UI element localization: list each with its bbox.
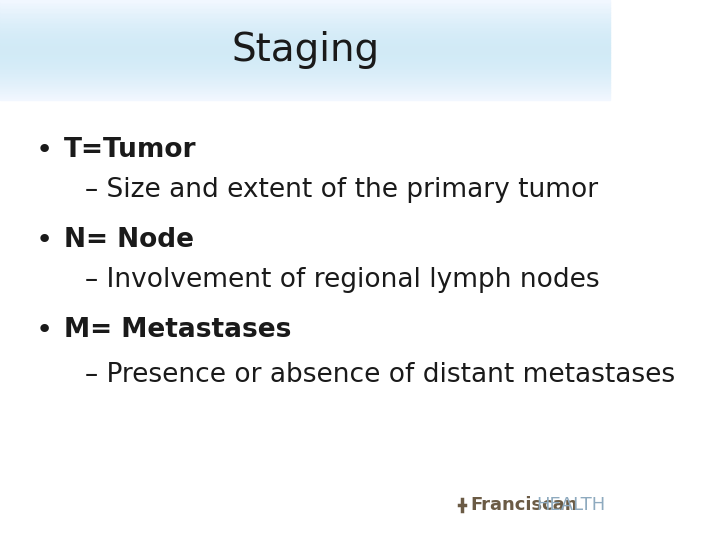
Bar (0, 49, 611, 50)
Bar (0, 86, 611, 89)
Bar (0, 38, 611, 40)
Bar (0, 30, 611, 32)
Bar (0, 85, 611, 86)
Bar (0, 43, 611, 45)
Bar (0, 93, 611, 95)
Bar (0, 97, 611, 98)
Bar (0, 37, 611, 38)
Bar (0, 25, 611, 26)
Bar (0, 69, 611, 70)
Text: Franciscan: Franciscan (470, 496, 578, 514)
Bar (0, 33, 611, 35)
Bar (0, 26, 611, 28)
Bar (0, 23, 611, 25)
Bar (0, 92, 611, 93)
Bar (0, 95, 611, 97)
Bar (0, 78, 611, 80)
Bar (0, 55, 611, 57)
Bar (0, 58, 611, 60)
Bar (0, 60, 611, 62)
Bar (0, 62, 611, 63)
Text: M= Metastases: M= Metastases (63, 317, 291, 343)
Bar (0, 65, 611, 66)
Bar (0, 50, 611, 52)
Bar (0, 53, 611, 55)
Bar (0, 32, 611, 33)
Bar (0, 57, 611, 58)
Bar (0, 10, 611, 12)
Bar (0, 35, 611, 37)
Bar (0, 83, 611, 85)
Text: •: • (35, 136, 53, 164)
Bar (0, 73, 611, 75)
Text: T=Tumor: T=Tumor (63, 137, 196, 163)
Bar (0, 42, 611, 43)
Bar (0, 45, 611, 46)
Bar (0, 90, 611, 92)
Text: HEALTH: HEALTH (536, 496, 606, 514)
Bar (0, 12, 611, 14)
Bar (0, 80, 611, 82)
Text: N= Node: N= Node (63, 227, 194, 253)
Text: Staging: Staging (231, 31, 379, 69)
Bar (0, 72, 611, 73)
Bar (0, 20, 611, 22)
Bar (0, 75, 611, 77)
Bar (0, 89, 611, 90)
Text: •: • (35, 316, 53, 344)
Bar (0, 14, 611, 15)
Bar (0, 17, 611, 18)
Text: •: • (35, 226, 53, 254)
Bar (0, 18, 611, 20)
Bar (0, 46, 611, 49)
Text: – Involvement of regional lymph nodes: – Involvement of regional lymph nodes (85, 267, 599, 293)
Bar (0, 66, 611, 69)
Bar (0, 77, 611, 78)
Bar (0, 2, 611, 3)
Text: – Size and extent of the primary tumor: – Size and extent of the primary tumor (85, 177, 598, 203)
Bar (0, 52, 611, 53)
Bar (0, 28, 611, 30)
Bar (0, 0, 611, 2)
Text: – Presence or absence of distant metastases: – Presence or absence of distant metasta… (85, 362, 675, 388)
Bar (0, 15, 611, 17)
Bar (0, 6, 611, 8)
Bar (0, 82, 611, 83)
Bar (0, 8, 611, 10)
Bar (0, 5, 611, 6)
Bar (0, 22, 611, 23)
Bar (0, 98, 611, 100)
Bar (0, 70, 611, 72)
Bar (0, 40, 611, 42)
Bar (0, 3, 611, 5)
Bar (0, 63, 611, 65)
